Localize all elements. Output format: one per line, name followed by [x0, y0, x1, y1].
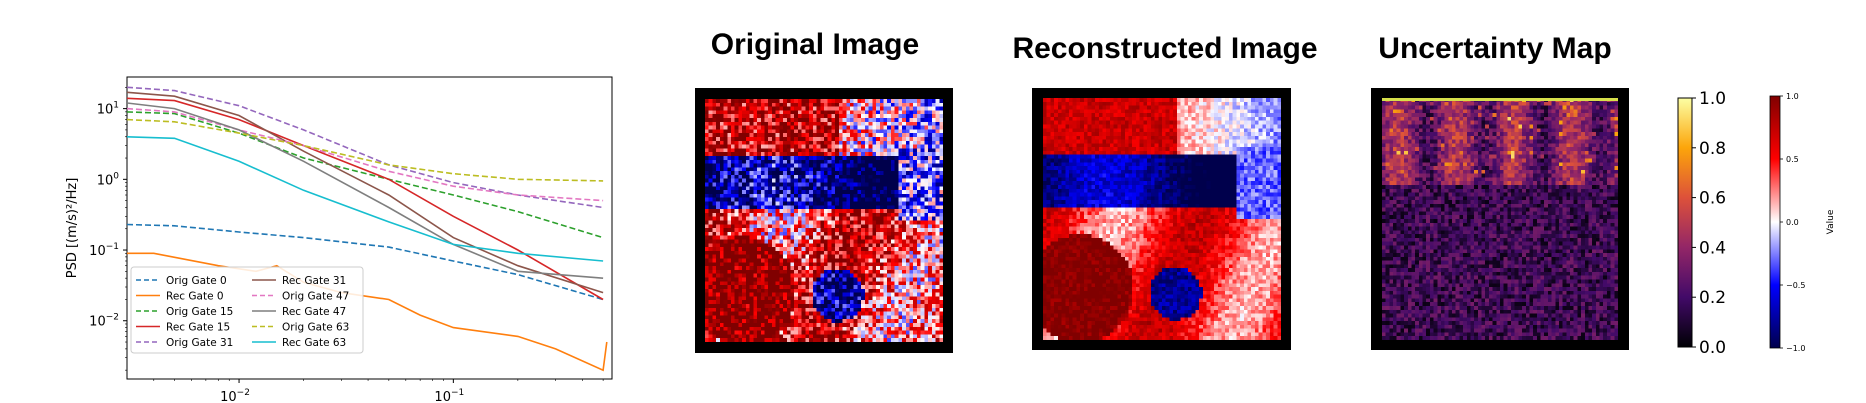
uncertainty-colorbar-tick-label: 0.2 — [1699, 288, 1726, 308]
uncertainty-map-title: Uncertainty Map — [1365, 32, 1625, 66]
uncertainty-colorbar-tick-label: 0.6 — [1699, 189, 1726, 209]
uncertainty-map-heatmap — [1382, 98, 1618, 340]
value-colorbar: 1.0 0.5 0.0 −0.5 −1.0 Value — [1760, 90, 1850, 360]
reconstructed-image-panel — [1032, 88, 1291, 350]
legend-entry-label: Rec Gate 63 — [282, 337, 346, 349]
psd-legend: Orig Gate 0 Rec Gate 0 Orig Gate 15 Rec Gat… — [131, 267, 363, 353]
psd-y-axis-label: PSD [(m/s)²/Hz] — [65, 178, 80, 279]
value-colorbar-gradient — [1770, 96, 1780, 348]
psd-y-ticks: 101 100 10−1 10−2 — [89, 87, 127, 370]
value-colorbar-label: Value — [1826, 209, 1836, 234]
psd-x-tick-label: 10−2 — [220, 388, 250, 403]
legend-entry-label: Rec Gate 47 — [282, 306, 346, 318]
legend-entry-label: Rec Gate 15 — [166, 322, 230, 334]
legend-entry-label: Orig Gate 15 — [166, 306, 233, 318]
original-image-heatmap — [705, 99, 943, 342]
psd-series-line — [127, 112, 603, 238]
value-colorbar-tick-label: −0.5 — [1786, 281, 1805, 290]
reconstructed-image-heatmap — [1043, 98, 1281, 340]
uncertainty-colorbar-tick-label: 0.8 — [1699, 139, 1726, 159]
psd-x-tick-label: 10−1 — [434, 388, 464, 403]
original-image-title: Original Image — [675, 28, 955, 62]
uncertainty-colorbar-gradient — [1678, 98, 1692, 347]
uncertainty-colorbar-ticks: 1.0 0.8 0.6 0.4 0.2 0.0 — [1692, 90, 1726, 358]
psd-series-line — [127, 109, 603, 201]
psd-y-tick-label: 10−1 — [89, 242, 119, 259]
uncertainty-colorbar: 1.0 0.8 0.6 0.4 0.2 0.0 — [1675, 90, 1755, 360]
reconstructed-image-title: Reconstructed Image — [995, 32, 1335, 66]
value-colorbar-tick-label: 0.5 — [1786, 155, 1799, 164]
legend-entry-label: Orig Gate 47 — [282, 291, 349, 303]
uncertainty-colorbar-tick-label: 0.0 — [1699, 338, 1726, 358]
value-colorbar-ticks: 1.0 0.5 0.0 −0.5 −1.0 — [1780, 92, 1805, 353]
psd-y-tick-label: 100 — [97, 171, 120, 188]
value-colorbar-tick-label: 0.0 — [1786, 218, 1799, 227]
uncertainty-colorbar-tick-label: 1.0 — [1699, 90, 1726, 109]
psd-series-line — [127, 120, 603, 181]
legend-entry-label: Orig Gate 0 — [166, 275, 227, 287]
original-image-panel — [695, 88, 953, 353]
value-colorbar-tick-label: 1.0 — [1786, 92, 1799, 101]
psd-series-line — [127, 137, 603, 261]
uncertainty-colorbar-tick-label: 0.4 — [1699, 238, 1726, 258]
psd-x-ticks: 10−2 10−1 — [154, 379, 603, 403]
legend-entry-label: Rec Gate 0 — [166, 291, 224, 303]
psd-y-tick-label: 101 — [97, 101, 119, 118]
uncertainty-map-panel — [1371, 88, 1629, 350]
value-colorbar-tick-label: −1.0 — [1786, 344, 1805, 353]
psd-y-tick-label: 10−2 — [89, 313, 119, 330]
legend-entry-label: Rec Gate 31 — [282, 275, 346, 287]
psd-series-line — [127, 103, 603, 278]
uncertainty-top-edge-line — [1382, 98, 1618, 101]
legend-entry-label: Orig Gate 31 — [166, 337, 233, 349]
legend-entry-label: Orig Gate 63 — [282, 322, 349, 334]
